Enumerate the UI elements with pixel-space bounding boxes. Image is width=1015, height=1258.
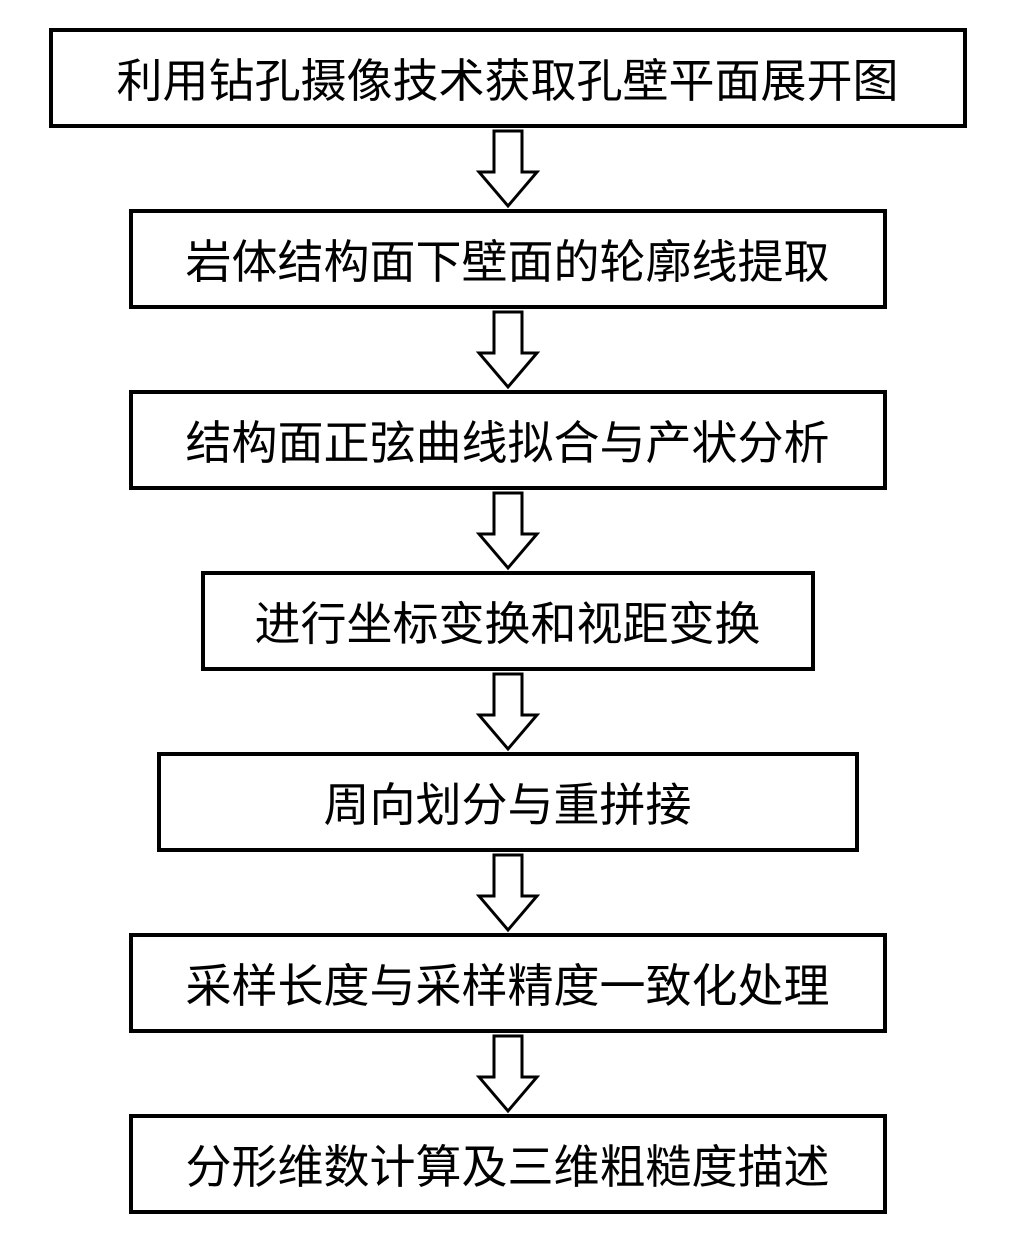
- flow-arrow: [476, 1033, 540, 1114]
- flow-node: 结构面正弦曲线拟合与产状分析: [129, 390, 887, 490]
- flow-node-label: 进行坐标变换和视距变换: [255, 588, 761, 654]
- flow-node-label: 岩体结构面下壁面的轮廓线提取: [186, 226, 830, 292]
- flow-node: 周向划分与重拼接: [157, 752, 859, 852]
- flow-arrow: [476, 852, 540, 933]
- flow-node-label: 结构面正弦曲线拟合与产状分析: [186, 407, 830, 473]
- flow-node-label: 周向划分与重拼接: [324, 769, 692, 835]
- flow-node: 岩体结构面下壁面的轮廓线提取: [129, 209, 887, 309]
- flow-node: 进行坐标变换和视距变换: [201, 571, 815, 671]
- flow-arrow: [476, 671, 540, 752]
- flow-node: 采样长度与采样精度一致化处理: [129, 933, 887, 1033]
- flow-arrow: [476, 128, 540, 209]
- flow-arrow: [476, 309, 540, 390]
- flow-node: 分形维数计算及三维粗糙度描述: [129, 1114, 887, 1214]
- flow-node-label: 利用钻孔摄像技术获取孔壁平面展开图: [117, 45, 899, 111]
- flow-arrow: [476, 490, 540, 571]
- flow-node: 利用钻孔摄像技术获取孔壁平面展开图: [49, 28, 967, 128]
- flow-node-label: 采样长度与采样精度一致化处理: [186, 950, 830, 1016]
- flow-node-label: 分形维数计算及三维粗糙度描述: [186, 1131, 830, 1197]
